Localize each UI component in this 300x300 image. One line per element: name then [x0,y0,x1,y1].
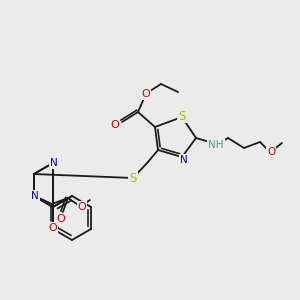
Text: O: O [111,120,119,130]
Text: N: N [50,158,58,168]
Text: O: O [49,223,57,233]
Text: O: O [56,214,65,224]
Text: NH: NH [208,140,224,150]
Text: O: O [77,202,86,212]
Text: S: S [129,172,137,184]
Text: N: N [180,155,188,165]
Text: N: N [31,191,39,201]
Text: S: S [178,110,186,122]
Text: O: O [142,89,150,99]
Text: O: O [267,147,275,157]
